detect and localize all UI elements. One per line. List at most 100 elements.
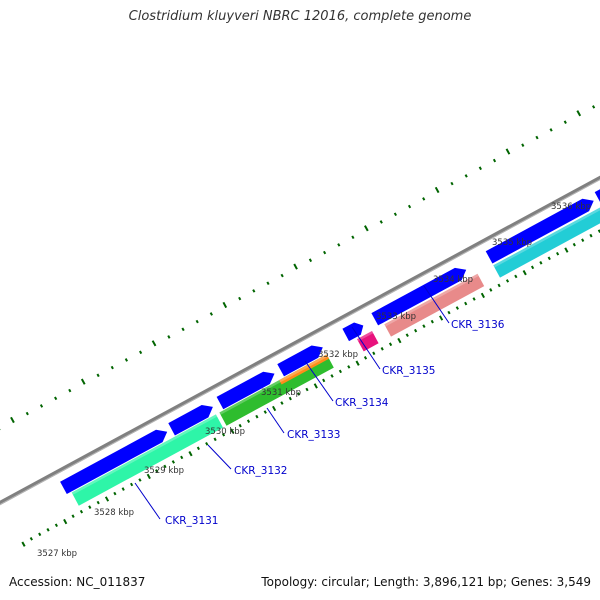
scale-tick: [405, 333, 409, 337]
scale-tick: [338, 369, 342, 374]
scale-label: 3533 kbp: [376, 312, 416, 322]
feature-bar: [279, 354, 329, 385]
feature-bar-shine: [71, 414, 218, 495]
gene-label: CKR_3133: [287, 429, 340, 441]
scale-tick: [71, 514, 75, 518]
scale-tick: [397, 337, 402, 344]
outer-tick: [195, 319, 199, 324]
outer-tick: [576, 110, 582, 117]
scale-tick: [447, 310, 451, 315]
scale-tick: [322, 378, 326, 383]
scale-label: 3535 kbp: [492, 238, 532, 248]
feature-bar: [219, 354, 334, 426]
feature-bar: [71, 414, 223, 506]
scale-tick: [238, 423, 242, 428]
outer-tick: [549, 128, 553, 132]
outer-tick: [478, 166, 482, 171]
scale-label: 3529 kbp: [144, 466, 184, 476]
outer-tick: [592, 105, 596, 109]
outer-tick: [110, 365, 114, 370]
colored-features: [71, 207, 600, 506]
scale-tick: [96, 500, 100, 505]
gene-label: CKR_3132: [234, 465, 287, 477]
scale-tick: [581, 238, 585, 242]
scale-tick: [255, 414, 259, 419]
outer-tick: [407, 204, 412, 209]
scale-tick-row: [21, 229, 600, 547]
outer-tick: [139, 350, 143, 355]
outer-tick: [535, 135, 539, 140]
scale-tick: [88, 505, 92, 509]
feature-bar: [493, 207, 600, 278]
scale-tick: [372, 351, 376, 356]
scale-tick: [79, 509, 84, 514]
scale-tick: [464, 301, 468, 306]
forward-gene-arrow: [485, 198, 594, 264]
scale-tick: [572, 242, 576, 247]
forward-gene-arrow: [594, 189, 600, 202]
scale-label: 3531 kbp: [261, 388, 301, 398]
scale-tick: [514, 274, 518, 279]
outer-tick: [434, 186, 440, 194]
outer-tick: [266, 281, 270, 286]
outer-tick: [563, 120, 567, 124]
scale-tick: [188, 451, 193, 457]
scale-tick: [288, 396, 292, 401]
outer-tick: [68, 388, 72, 393]
outer-tick: [308, 258, 313, 263]
scale-tick: [330, 374, 334, 378]
scale-tick: [213, 437, 217, 442]
scale-tick: [414, 328, 418, 333]
outer-tick: [151, 340, 157, 347]
scale-tick: [422, 324, 426, 328]
gene-label: CKR_3134: [335, 397, 389, 409]
outer-tick-row: [0, 105, 596, 431]
outer-tick: [238, 296, 242, 301]
scale-tick: [313, 383, 318, 389]
outer-tick: [464, 174, 468, 178]
forward-gene-arrow: [216, 371, 275, 410]
outer-tick: [209, 312, 213, 316]
outer-tick: [492, 158, 497, 163]
scale-tick: [530, 265, 535, 270]
scale-tick: [589, 233, 593, 238]
backbone-line: [0, 175, 600, 506]
scale-label: 3527 kbp: [37, 549, 77, 559]
scale-tick: [155, 469, 159, 473]
scale-label: 3530 kbp: [205, 427, 245, 437]
scale-label: 3534 kbp: [433, 275, 473, 285]
scale-tick: [38, 532, 42, 537]
gene-label-leader: [134, 482, 161, 520]
scale-tick: [505, 279, 510, 283]
outer-tick: [124, 358, 128, 362]
gene-label: CKR_3136: [451, 319, 505, 331]
scale-tick: [230, 428, 235, 434]
scale-tick: [29, 537, 33, 541]
scale-tick: [539, 261, 543, 265]
outer-tick: [450, 181, 454, 186]
forward-gene-arrow: [168, 405, 213, 436]
backbone-highlight: [0, 179, 600, 506]
scale-tick: [196, 446, 200, 451]
scale-tick: [21, 541, 26, 547]
feature-bar-shine: [279, 354, 328, 383]
feature-bar: [384, 273, 485, 337]
scale-tick: [263, 410, 267, 414]
outer-tick: [25, 411, 29, 416]
outer-tick: [96, 373, 100, 378]
scale-tick: [497, 283, 501, 288]
scale-tick: [221, 432, 226, 437]
gene-label-leader: [304, 360, 334, 402]
scale-tick: [246, 419, 251, 423]
map-title: Clostridium kluyveri NBRC 12016, complet…: [128, 9, 472, 24]
scale-tick: [272, 405, 277, 412]
feature-bar-shine: [384, 273, 479, 327]
scale-tick: [388, 342, 393, 347]
outer-tick: [364, 225, 369, 232]
forward-gene-arrow: [371, 267, 467, 326]
scale-tick: [355, 360, 360, 366]
scale-tick: [146, 473, 151, 480]
scale-tick: [430, 319, 434, 324]
outer-tick: [222, 301, 228, 309]
